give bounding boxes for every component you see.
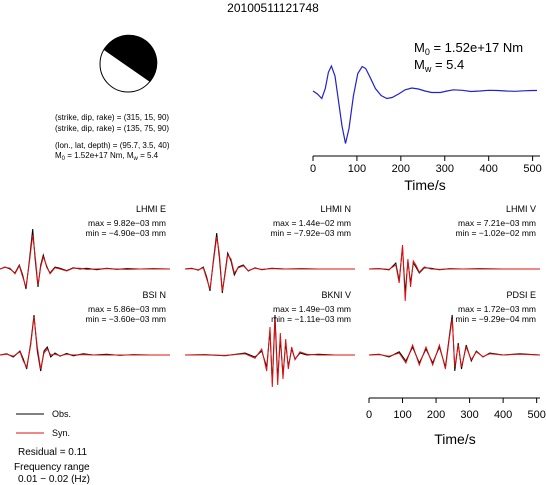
legend-syn-label: Syn. bbox=[52, 428, 70, 438]
stf-x-ticks: 0 100 200 300 400 500 bbox=[310, 156, 542, 175]
stf-x-tick-label: 0 bbox=[310, 163, 316, 175]
station-label: LHMI N bbox=[320, 204, 351, 214]
observed-waveform-line bbox=[184, 314, 355, 384]
wave-x-tick-label: 500 bbox=[527, 409, 545, 421]
figure-title: 20100511121748 bbox=[227, 1, 319, 15]
synthetic-waveform-line bbox=[0, 316, 170, 370]
max-amplitude-label: max = 9.82e−03 mm bbox=[88, 218, 166, 228]
bottom-time-axis: 0 100 200 300 400 500 Time/s bbox=[366, 397, 546, 447]
max-amplitude-label: max = 5.86e−03 mm bbox=[88, 304, 166, 314]
min-amplitude-label: min = −1.11e−03 mm bbox=[271, 314, 351, 324]
nodal-plane-2: (strike, dip, rake) = (135, 75, 90) bbox=[55, 124, 169, 133]
synthetic-waveform-line bbox=[0, 234, 170, 288]
min-amplitude-label: min = −3.60e−03 mm bbox=[85, 314, 166, 324]
wave-x-ticks: 0 100 200 300 400 500 bbox=[366, 398, 546, 421]
frequency-range-label: Frequency range bbox=[14, 462, 90, 473]
observed-waveform-line bbox=[0, 228, 171, 290]
focal-parameters: (strike, dip, rake) = (315, 15, 90) (str… bbox=[55, 113, 170, 162]
stf-x-axis-label: Time/s bbox=[404, 177, 445, 193]
synthetic-waveform-line bbox=[185, 318, 355, 388]
synthetic-waveform-line bbox=[368, 318, 541, 370]
beachball-compressional-quadrant bbox=[104, 34, 158, 82]
stf-x-tick-label: 500 bbox=[523, 163, 541, 175]
max-amplitude-label: max = 7.21e−03 mm bbox=[458, 218, 536, 228]
station-label: LHMI V bbox=[506, 204, 536, 214]
stf-magnitude-label: Mw = 5.4 bbox=[414, 57, 464, 74]
wave-x-axis-label: Time/s bbox=[434, 431, 475, 447]
min-amplitude-label: min = −9.29e−04 mm bbox=[455, 314, 536, 324]
wave-x-tick-label: 300 bbox=[460, 409, 478, 421]
stf-series-line bbox=[312, 64, 537, 144]
stf-x-tick-label: 200 bbox=[392, 163, 410, 175]
wave-x-tick-label: 400 bbox=[494, 409, 512, 421]
min-amplitude-label: min = −7.92e−03 mm bbox=[270, 228, 351, 238]
max-amplitude-label: max = 1.49e−03 mm bbox=[273, 304, 351, 314]
min-amplitude-label: min = −1.02e−02 mm bbox=[455, 228, 536, 238]
observed-waveform-line bbox=[368, 246, 540, 294]
station-label: LHMI E bbox=[136, 204, 166, 214]
max-amplitude-label: max = 1.44e−02 mm bbox=[273, 218, 351, 228]
wave-x-tick-label: 100 bbox=[393, 409, 411, 421]
max-amplitude-label: max = 1.72e−03 mm bbox=[458, 304, 536, 314]
synthetic-waveform-line bbox=[184, 236, 355, 292]
station-label: BSI N bbox=[142, 290, 166, 300]
nodal-plane-1: (strike, dip, rake) = (315, 15, 90) bbox=[55, 113, 169, 122]
legend: Obs. Syn. Residual = 0.11 Frequency rang… bbox=[14, 409, 90, 485]
wave-x-tick-label: 200 bbox=[427, 409, 445, 421]
wave-x-tick-label: 0 bbox=[366, 409, 372, 421]
stf-moment-label: M0 = 1.52e+17 Nm bbox=[414, 40, 523, 57]
source-location: (lon., lat, depth) = (95.7, 3.5, 40) bbox=[55, 141, 170, 150]
legend-obs-label: Obs. bbox=[52, 409, 71, 419]
station-label: BKNI V bbox=[321, 290, 351, 300]
moment-line: M0 = 1.52e+17 Nm, Mw = 5.4 bbox=[55, 151, 159, 162]
stf-x-tick-label: 400 bbox=[480, 163, 498, 175]
station-label: PDSI E bbox=[506, 290, 536, 300]
min-amplitude-label: min = −4.90e−03 mm bbox=[85, 228, 166, 238]
stf-x-tick-label: 300 bbox=[436, 163, 454, 175]
frequency-range-value: 0.01 − 0.02 (Hz) bbox=[18, 474, 90, 485]
source-time-function-panel: 0 100 200 300 400 500 Time/s M0 = 1.52e+17 Nm… bbox=[310, 40, 542, 193]
stf-x-tick-label: 100 bbox=[348, 163, 366, 175]
focal-mechanism-beachball bbox=[99, 34, 158, 93]
synthetic-waveform-line bbox=[368, 244, 540, 302]
residual-text: Residual = 0.11 bbox=[18, 447, 87, 458]
